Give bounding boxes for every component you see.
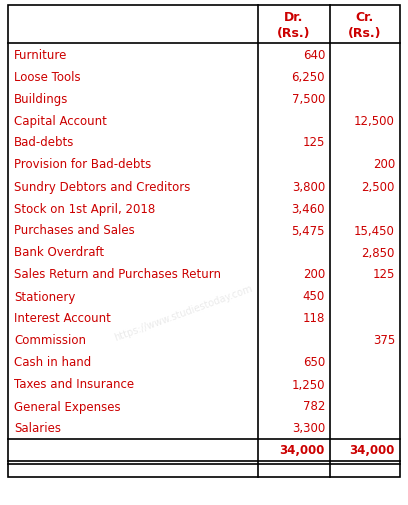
Text: Interest Account: Interest Account [14, 312, 111, 325]
Text: 200: 200 [373, 158, 395, 171]
Text: 7,500: 7,500 [292, 92, 325, 105]
Text: Loose Tools: Loose Tools [14, 70, 81, 83]
Text: Salaries: Salaries [14, 422, 61, 435]
Text: https://www.studiestoday.com: https://www.studiestoday.com [113, 283, 254, 343]
Text: Cr.
(Rs.): Cr. (Rs.) [348, 11, 382, 39]
Text: 450: 450 [303, 290, 325, 303]
Text: Taxes and Insurance: Taxes and Insurance [14, 378, 134, 391]
Text: 5,475: 5,475 [291, 224, 325, 237]
Text: Stock on 1st April, 2018: Stock on 1st April, 2018 [14, 202, 155, 215]
Text: 1,250: 1,250 [291, 378, 325, 391]
Text: 34,000: 34,000 [279, 443, 325, 457]
Text: General Expenses: General Expenses [14, 400, 121, 413]
Text: Commission: Commission [14, 334, 86, 347]
Text: Provision for Bad-debts: Provision for Bad-debts [14, 158, 151, 171]
Text: Purchases and Sales: Purchases and Sales [14, 224, 135, 237]
Text: Bank Overdraft: Bank Overdraft [14, 246, 104, 259]
Text: 125: 125 [303, 136, 325, 149]
Text: 2,500: 2,500 [361, 180, 395, 193]
Text: Sundry Debtors and Creditors: Sundry Debtors and Creditors [14, 180, 191, 193]
Text: 3,460: 3,460 [291, 202, 325, 215]
Text: Sales Return and Purchases Return: Sales Return and Purchases Return [14, 268, 221, 281]
Text: 375: 375 [373, 334, 395, 347]
Text: Dr.
(Rs.): Dr. (Rs.) [277, 11, 311, 39]
Text: 34,000: 34,000 [350, 443, 395, 457]
Text: 782: 782 [303, 400, 325, 413]
Text: 15,450: 15,450 [354, 224, 395, 237]
Text: 650: 650 [303, 356, 325, 369]
Text: Furniture: Furniture [14, 48, 67, 62]
Text: Stationery: Stationery [14, 290, 75, 303]
Text: 6,250: 6,250 [291, 70, 325, 83]
Text: 640: 640 [303, 48, 325, 62]
Text: 118: 118 [303, 312, 325, 325]
Text: 125: 125 [373, 268, 395, 281]
Text: Cash in hand: Cash in hand [14, 356, 91, 369]
Text: Bad-debts: Bad-debts [14, 136, 74, 149]
Text: 200: 200 [303, 268, 325, 281]
Text: 3,300: 3,300 [292, 422, 325, 435]
Text: 12,500: 12,500 [354, 114, 395, 127]
Text: 3,800: 3,800 [292, 180, 325, 193]
Text: Capital Account: Capital Account [14, 114, 107, 127]
Text: 2,850: 2,850 [361, 246, 395, 259]
Text: Buildings: Buildings [14, 92, 69, 105]
